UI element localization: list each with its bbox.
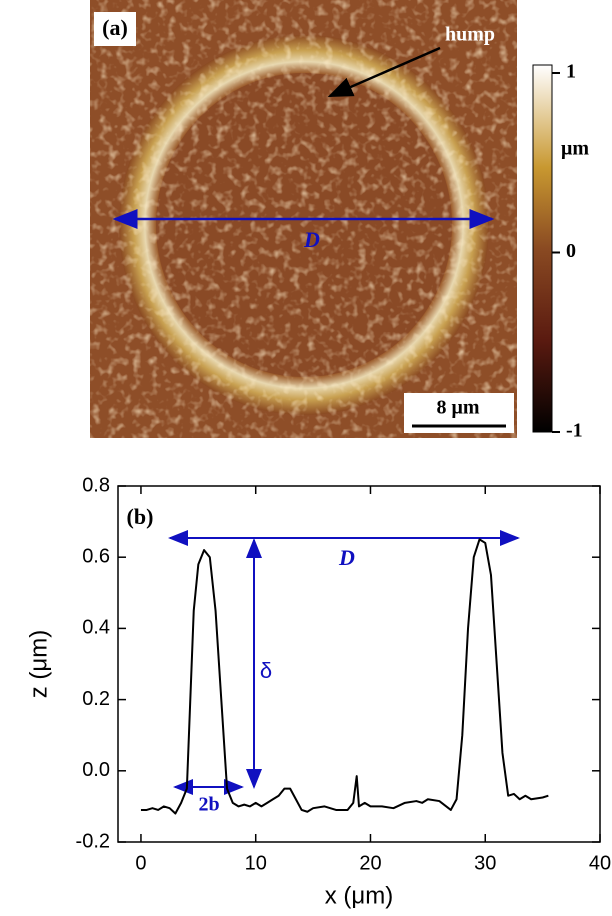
panel-label: (a)	[102, 15, 128, 40]
x-tick-label: 10	[245, 852, 267, 874]
arrow	[327, 46, 441, 98]
annotation: δ	[260, 658, 272, 683]
annotation: D	[338, 545, 355, 570]
annotation: 2b	[198, 794, 219, 816]
x-tick-label: 0	[135, 852, 146, 874]
plot-frame	[117, 485, 601, 843]
scale-bar-label: 8 μm	[437, 397, 480, 419]
y-tick-label: 0.8	[82, 474, 110, 496]
data-line	[140, 538, 549, 815]
colorbar	[532, 64, 553, 433]
panel-a: (a) hump D 8 μm μm 1 0 -1	[90, 0, 589, 442]
x-tick-label: 40	[589, 852, 611, 874]
y-tick-label: 0.4	[82, 617, 110, 639]
colorbar-tick-label: -1	[566, 420, 583, 442]
label-box	[94, 12, 136, 46]
annotation: D	[303, 227, 320, 252]
colorbar-tick-label: 1	[566, 61, 576, 83]
x-tick-label: 20	[359, 852, 381, 874]
annotation: hump	[445, 24, 495, 46]
panel-label: (b)	[127, 504, 154, 529]
panel-b: (b) x (μm) z (μm) D δ 2b 0 10 20 30 40 -0.2 0.…	[25, 474, 611, 909]
colorbar-tick-label: 0	[566, 240, 576, 262]
y-tick-label: 0.0	[82, 759, 110, 781]
y-tick-label: 0.2	[82, 688, 110, 710]
x-tick-label: 30	[474, 852, 496, 874]
x-axis-label: x (μm)	[325, 882, 393, 909]
colorbar-label: μm	[561, 138, 589, 160]
y-tick-label: 0.6	[82, 545, 110, 567]
y-tick-label: -0.2	[76, 830, 110, 852]
y-axis-label: z (μm)	[25, 630, 52, 698]
